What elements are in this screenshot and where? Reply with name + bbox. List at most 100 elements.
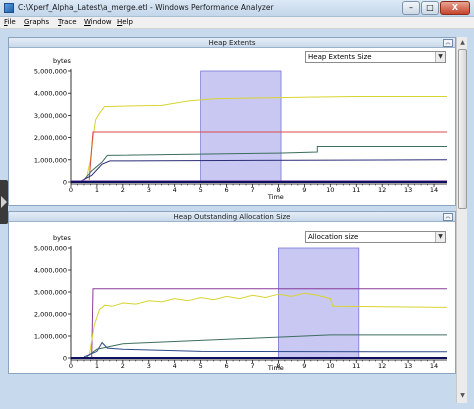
x-tick-label: 0 bbox=[69, 186, 73, 194]
app-icon bbox=[4, 3, 14, 13]
y-tick-label: 0 bbox=[63, 355, 67, 363]
y-tick-label: 3,000,000 bbox=[34, 289, 67, 297]
close-button[interactable]: X bbox=[440, 1, 470, 15]
menu-help-rest: elp bbox=[122, 18, 133, 26]
x-tick-label: 6 bbox=[225, 362, 229, 370]
dropdown-value: Allocation size bbox=[308, 233, 359, 241]
chevron-down-icon: ▼ bbox=[435, 52, 445, 62]
x-tick-label: 2 bbox=[121, 186, 125, 194]
panel-header: Heap Outstanding Allocation Size ︽ bbox=[9, 212, 455, 222]
maximize-button[interactable]: □ bbox=[421, 1, 439, 15]
time-selection-band[interactable] bbox=[200, 70, 282, 183]
menu-file-rest: ile bbox=[7, 18, 16, 26]
chevron-up-icon[interactable]: ︽ bbox=[443, 213, 453, 221]
menu-graphs-accel: G bbox=[24, 18, 30, 26]
menu-file[interactable]: File bbox=[4, 18, 16, 26]
x-tick-label: 8 bbox=[276, 362, 280, 370]
chevron-up-icon[interactable]: ︽ bbox=[443, 39, 453, 47]
x-tick-label: 7 bbox=[250, 186, 254, 194]
heap-extents-chart[interactable]: 0 1,000,000 2,000,000 3,000,000 4,000,000 5,0… bbox=[9, 38, 455, 205]
y-tick-label: 1,000,000 bbox=[34, 333, 67, 341]
menu-trace-accel: T bbox=[58, 18, 62, 26]
x-tick-label: 9 bbox=[302, 186, 306, 194]
x-tick-label: 11 bbox=[352, 186, 360, 194]
y-tick-label: 2,000,000 bbox=[34, 134, 67, 142]
x-tick-label: 6 bbox=[225, 186, 229, 194]
y-tick-label: 2,000,000 bbox=[34, 311, 67, 319]
series-line-3[interactable] bbox=[83, 341, 448, 358]
y-tick-label: 1,000,000 bbox=[34, 156, 67, 164]
series-line-1[interactable] bbox=[88, 131, 447, 180]
series-line-0[interactable] bbox=[86, 96, 447, 178]
x-tick-label: 13 bbox=[404, 186, 412, 194]
x-tick-label: 3 bbox=[147, 186, 151, 194]
x-tick-label: 10 bbox=[326, 186, 334, 194]
x-tick-label: 4 bbox=[173, 186, 177, 194]
y-tick-label: 5,000,000 bbox=[34, 68, 67, 76]
vertical-scrollbar[interactable]: ▲ ▼ bbox=[456, 37, 467, 403]
x-tick-label: 1 bbox=[95, 186, 99, 194]
panel-title: Heap Outstanding Allocation Size bbox=[173, 213, 291, 221]
menu-bar: File Graphs Trace Window Help bbox=[0, 17, 474, 29]
x-tick-label: 12 bbox=[378, 362, 386, 370]
x-tick-label: 2 bbox=[121, 362, 125, 370]
heap-allocation-panel: Heap Outstanding Allocation Size ︽ Alloc… bbox=[8, 211, 456, 374]
panel-header: Heap Extents ︽ bbox=[9, 38, 455, 48]
series-line-2[interactable] bbox=[86, 334, 447, 358]
menu-help-accel: H bbox=[117, 18, 123, 26]
menu-graphs-rest: raphs bbox=[29, 18, 50, 26]
menu-file-accel: F bbox=[4, 18, 8, 26]
menu-window[interactable]: Window bbox=[84, 18, 112, 26]
x-tick-label: 7 bbox=[250, 362, 254, 370]
chevron-down-icon: ▼ bbox=[435, 232, 445, 242]
series-line-3[interactable] bbox=[81, 159, 448, 182]
menu-help[interactable]: Help bbox=[117, 18, 133, 26]
metric-dropdown[interactable]: Heap Extents Size ▼ bbox=[305, 51, 446, 63]
x-tick-label: 12 bbox=[378, 186, 386, 194]
x-tick-label: 9 bbox=[302, 362, 306, 370]
y-tick-label: 4,000,000 bbox=[34, 267, 67, 275]
x-tick-label: 10 bbox=[326, 362, 334, 370]
panel-title: Heap Extents bbox=[208, 39, 256, 47]
dropdown-value: Heap Extents Size bbox=[308, 53, 372, 61]
menu-window-rest: indow bbox=[90, 18, 112, 26]
title-bar: C:\Xperf_Alpha_Latest\a_merge.etl - Wind… bbox=[0, 0, 474, 17]
menu-window-accel: W bbox=[84, 18, 91, 26]
y-axis-label: bytes bbox=[53, 234, 72, 242]
expand-arrow-icon bbox=[1, 196, 7, 208]
scroll-up-icon[interactable]: ▲ bbox=[460, 39, 465, 46]
scroll-down-icon[interactable]: ▼ bbox=[460, 392, 465, 399]
window-title: C:\Xperf_Alpha_Latest\a_merge.etl - Wind… bbox=[18, 3, 274, 12]
time-selection-band[interactable] bbox=[278, 247, 360, 359]
y-tick-label: 5,000,000 bbox=[34, 245, 67, 253]
y-tick-label: 0 bbox=[63, 179, 67, 187]
x-tick-label: 14 bbox=[430, 362, 438, 370]
heap-extents-panel: Heap Extents ︽ Heap Extents Size ▼ 0 1,00… bbox=[8, 37, 456, 206]
series-line-0[interactable] bbox=[91, 288, 447, 359]
scroll-thumb[interactable] bbox=[458, 49, 467, 209]
x-tick-label: 14 bbox=[430, 186, 438, 194]
x-axis-label: Time bbox=[267, 193, 284, 201]
x-axis-label: Time bbox=[267, 364, 284, 372]
y-tick-label: 4,000,000 bbox=[34, 90, 67, 98]
y-tick-label: 3,000,000 bbox=[34, 112, 67, 120]
heap-allocation-chart[interactable]: 0 1,000,000 2,000,000 3,000,000 4,000,000 5,0… bbox=[9, 212, 455, 373]
x-tick-label: 5 bbox=[199, 362, 203, 370]
y-axis-label: bytes bbox=[53, 57, 72, 65]
side-panel-toggle[interactable] bbox=[0, 180, 8, 224]
minimize-button[interactable]: – bbox=[402, 1, 420, 15]
x-tick-label: 5 bbox=[199, 186, 203, 194]
x-tick-label: 1 bbox=[95, 362, 99, 370]
menu-trace-rest: race bbox=[61, 18, 77, 26]
x-tick-label: 8 bbox=[276, 186, 280, 194]
x-tick-label: 13 bbox=[404, 362, 412, 370]
menu-graphs[interactable]: Graphs bbox=[24, 18, 49, 26]
x-tick-label: 3 bbox=[147, 362, 151, 370]
menu-trace[interactable]: Trace bbox=[58, 18, 77, 26]
x-tick-label: 4 bbox=[173, 362, 177, 370]
metric-dropdown[interactable]: Allocation size ▼ bbox=[305, 231, 446, 243]
x-tick-label: 11 bbox=[352, 362, 360, 370]
series-line-1[interactable] bbox=[88, 292, 448, 356]
x-tick-label: 0 bbox=[69, 362, 73, 370]
series-line-2[interactable] bbox=[83, 146, 447, 181]
